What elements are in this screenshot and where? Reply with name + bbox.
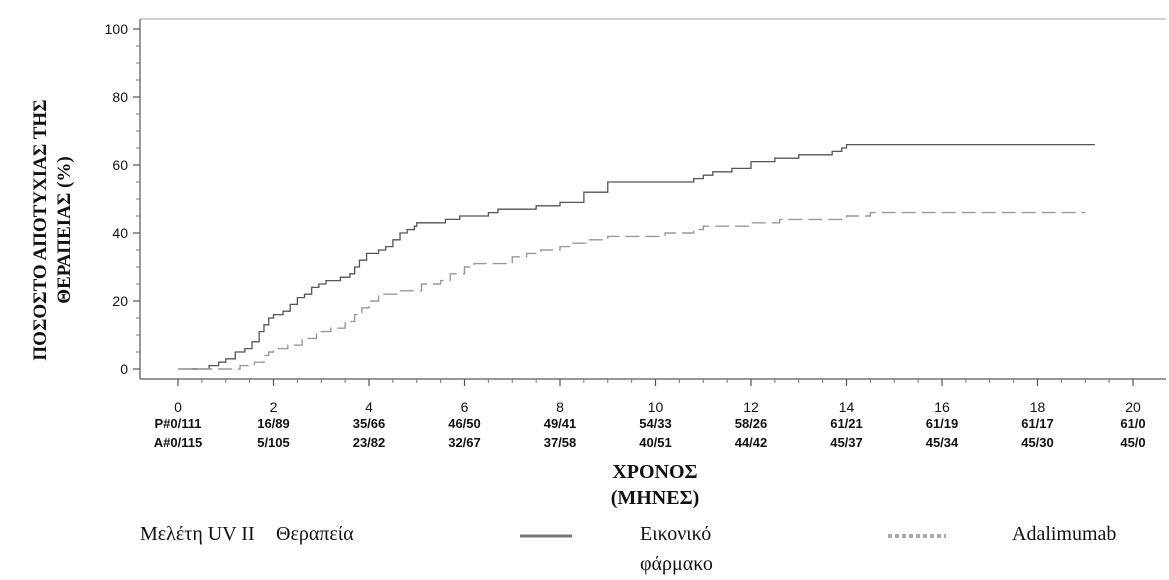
risk-table-cell: 5/105 (257, 435, 290, 450)
risk-table-cell: 61/0 (1120, 416, 1145, 431)
x-ticks: 0 2 4 6 8 10 12 14 16 18 20 (174, 379, 1141, 415)
plot-frame (139, 18, 1166, 380)
series-line-placebo (178, 143, 1095, 370)
risk-table-cell: A#0/115 (154, 435, 202, 450)
risk-table-cell: 32/67 (448, 435, 481, 450)
risk-table-cell: 46/50 (448, 416, 481, 431)
legend-adalimumab-label: Adalimumab (1012, 523, 1116, 545)
x-tick-label: 12 (743, 399, 759, 415)
y-tick-label: 80 (112, 89, 128, 105)
x-tick-label: 20 (1125, 399, 1141, 415)
x-tick-label: 10 (648, 399, 664, 415)
risk-table-cell: 44/42 (735, 435, 768, 450)
x-tick-label: 0 (174, 399, 182, 415)
y-tick-label: 100 (105, 21, 129, 37)
y-axis-title-line1: ΠΟΣΟΣΤΟ ΑΠΟΤΥΧΙΑΣ ΤΗΣ (30, 99, 51, 360)
y-axis-title: ΠΟΣΟΣΤΟ ΑΠΟΤΥΧΙΑΣ ΤΗΣ ΘΕΡΑΠΕΙΑΣ (%) (30, 99, 75, 360)
risk-table-cell: 23/82 (353, 435, 386, 450)
risk-table-cell: 45/30 (1021, 435, 1054, 450)
y-tick-label: 60 (112, 157, 128, 173)
risk-table-cell: 35/66 (353, 416, 386, 431)
risk-table-cell: 61/17 (1021, 416, 1054, 431)
y-tick-label: 0 (120, 361, 128, 377)
y-axis-title-line2: ΘΕΡΑΠΕΙΑΣ (%) (54, 156, 75, 303)
x-tick-label: 18 (1030, 399, 1046, 415)
y-tick-label: 40 (112, 225, 128, 241)
legend-placebo-label-line1: Εικονικό (640, 523, 711, 545)
risk-table-cell: 45/37 (830, 435, 863, 450)
series-line-adalimumab (178, 211, 1086, 370)
risk-table-cell: 45/34 (926, 435, 959, 450)
legend: Μελέτη UV II Θεραπεία Εικονικό φάρμακο A… (140, 523, 1116, 575)
y-tick-label: 20 (112, 293, 128, 309)
risk-table-cell: 40/51 (639, 435, 672, 450)
risk-table-cell: 61/19 (926, 416, 959, 431)
series-lines (178, 143, 1095, 370)
risk-table-cell: 37/58 (544, 435, 577, 450)
risk-table: P#0/111 16/89 35/66 46/50 49/41 54/33 58/26 61/… (154, 416, 1146, 450)
risk-table-cell: 58/26 (735, 416, 768, 431)
x-tick-label: 4 (365, 399, 373, 415)
x-axis-title-line1: ΧΡΟΝΟΣ (612, 461, 697, 483)
x-tick-label: 8 (556, 399, 564, 415)
x-axis-title-line2: (ΜΗΝΕΣ) (611, 487, 700, 509)
x-tick-label: 16 (934, 399, 950, 415)
risk-table-cell: 45/0 (1120, 435, 1145, 450)
risk-table-cell: 16/89 (257, 416, 290, 431)
risk-table-cell: 61/21 (830, 416, 863, 431)
x-tick-label: 2 (270, 399, 278, 415)
x-tick-label: 6 (461, 399, 469, 415)
legend-placebo-label-line2: φάρμακο (640, 553, 713, 575)
x-axis-title: ΧΡΟΝΟΣ (ΜΗΝΕΣ) (611, 461, 700, 509)
y-ticks: 0 20 40 60 80 100 (105, 21, 140, 377)
legend-therapy-label: Θεραπεία (276, 523, 354, 545)
risk-table-cell: 54/33 (639, 416, 672, 431)
legend-study-label: Μελέτη UV II (140, 523, 255, 545)
risk-table-cell: P#0/111 (155, 416, 202, 431)
x-tick-label: 14 (839, 399, 855, 415)
risk-table-cell: 49/41 (544, 416, 577, 431)
